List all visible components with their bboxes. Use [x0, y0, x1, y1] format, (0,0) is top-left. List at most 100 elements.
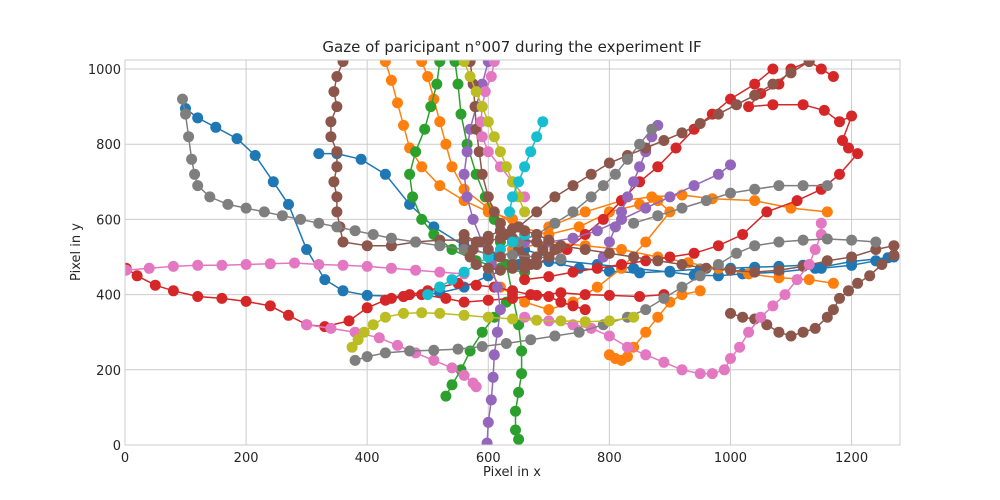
gaze-point: [821, 311, 833, 323]
tick-labels: 0 200 400 600 800 1000 1200 0 200 400 600 800 1000: [88, 63, 868, 466]
gaze-point: [482, 294, 494, 306]
gaze-point: [491, 326, 503, 338]
gaze-point: [458, 309, 470, 321]
gaze-point: [491, 281, 503, 293]
gaze-point: [622, 191, 633, 203]
gaze-point: [249, 150, 261, 161]
gaze-point: [177, 93, 188, 105]
gaze-point: [125, 264, 132, 276]
gaze-point: [392, 97, 403, 109]
plot-frame: [124, 59, 901, 446]
gaze-point: [192, 180, 204, 192]
gaze-point: [664, 251, 676, 263]
gaze-point: [749, 89, 761, 101]
gaze-point: [876, 259, 888, 270]
gaze-point: [597, 213, 609, 225]
gaze-point: [240, 259, 252, 270]
gaze-point: [591, 281, 603, 293]
gaze-series: [519, 60, 864, 286]
gaze-point: [749, 195, 761, 207]
gaze-series: [458, 223, 561, 276]
x-tick-label: 800: [597, 451, 622, 466]
gaze-point: [622, 351, 633, 363]
gaze-point: [549, 244, 561, 255]
gaze-point: [494, 146, 506, 158]
gaze-point: [628, 251, 640, 263]
gaze-point: [504, 206, 515, 218]
y-tick-label: 800: [96, 138, 121, 153]
gaze-point: [434, 307, 446, 319]
gaze-point: [392, 339, 403, 351]
gaze-point: [301, 319, 313, 331]
gaze-point: [846, 251, 858, 263]
gaze-point: [379, 60, 391, 67]
gaze-point: [555, 315, 567, 327]
gaze-point: [797, 99, 809, 111]
gaze-point: [385, 262, 397, 274]
gaze-point: [809, 244, 821, 255]
gaze-point: [670, 142, 682, 154]
gaze-point: [712, 240, 724, 252]
gaze-point: [834, 292, 845, 304]
gaze-point: [507, 249, 518, 261]
gaze-point: [192, 112, 204, 124]
gaze-point: [488, 349, 500, 361]
gaze-point: [843, 285, 854, 297]
gaze-point: [482, 416, 494, 428]
gaze-point: [821, 255, 833, 267]
gaze-point: [283, 198, 294, 210]
gaze-point: [640, 236, 652, 248]
gaze-point: [464, 71, 476, 82]
gaze-point: [537, 116, 549, 128]
gaze-point: [749, 240, 761, 252]
gaze-point: [700, 195, 712, 207]
gaze-point: [446, 379, 458, 391]
gaze-point: [767, 300, 779, 312]
gaze-point: [531, 314, 543, 326]
gaze-point: [507, 285, 518, 297]
gaze-series: [125, 257, 470, 280]
gaze-point: [331, 221, 343, 233]
gaze-point: [440, 292, 452, 304]
gaze-point: [500, 161, 512, 173]
gaze-point: [331, 191, 343, 203]
gaze-point: [591, 262, 603, 274]
gaze-series: [628, 180, 833, 229]
gaze-point: [543, 234, 555, 246]
gaze-point: [888, 240, 900, 252]
gaze-point: [373, 332, 385, 344]
gaze-point: [579, 304, 591, 316]
gaze-point: [579, 206, 591, 218]
gaze-point: [834, 168, 845, 180]
gaze-point: [827, 304, 839, 316]
x-tick-label: 200: [234, 451, 259, 466]
gaze-point: [519, 161, 531, 173]
gaze-point: [658, 292, 670, 304]
gaze-point: [325, 131, 337, 143]
gaze-point: [464, 251, 476, 263]
gaze-point: [827, 71, 839, 82]
gaze-point: [531, 251, 543, 263]
gaze-point: [591, 225, 603, 237]
gaze-point: [652, 210, 664, 222]
gaze-point: [507, 313, 518, 325]
gaze-point: [797, 326, 809, 338]
gaze-point: [616, 259, 627, 270]
gaze-point: [519, 225, 531, 237]
gaze-series: [422, 229, 531, 301]
gaze-point: [313, 217, 325, 229]
gaze-point: [167, 285, 179, 297]
gaze-point: [676, 259, 688, 270]
gaze-point: [676, 281, 688, 293]
gaze-point: [603, 206, 615, 218]
x-axis-label: Pixel in x: [483, 465, 541, 480]
gaze-point: [749, 266, 761, 278]
gaze-point: [434, 240, 446, 252]
gaze-point: [821, 206, 833, 218]
gaze-point: [446, 161, 458, 173]
gaze-point: [328, 86, 340, 98]
gaze-point: [843, 142, 854, 154]
gaze-point: [398, 307, 409, 319]
gaze-path: [518, 128, 653, 243]
